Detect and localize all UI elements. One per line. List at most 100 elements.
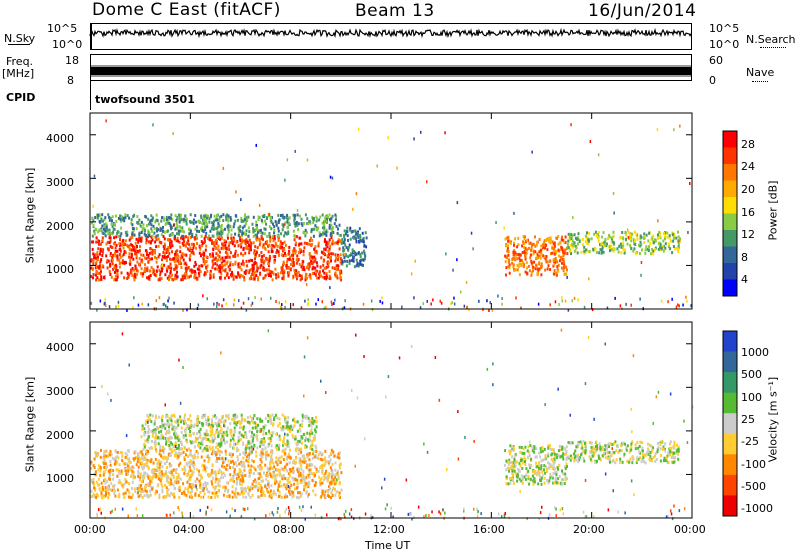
power-cell [163, 247, 166, 251]
power-cell [625, 237, 627, 241]
power-noise-cell [396, 166, 398, 170]
power-noise-cell [126, 309, 128, 312]
power-cell [660, 246, 663, 250]
velocity-cell [157, 483, 160, 487]
power-cell [151, 238, 154, 242]
power-noise-cell [678, 239, 681, 243]
velocity-cell [191, 462, 194, 466]
power-cell [196, 236, 198, 240]
velocity-cell [232, 476, 235, 479]
power-cell [244, 242, 247, 245]
power-cell [221, 262, 224, 266]
power-noise-cell [573, 296, 576, 300]
power-noise-cell [472, 247, 474, 251]
power-cell [324, 238, 326, 242]
velocity-cell [157, 474, 160, 478]
power-cell [263, 227, 266, 231]
power-noise-cell [561, 296, 563, 300]
power-cell [336, 231, 339, 235]
power-cell [569, 238, 572, 241]
velocity-cell [248, 474, 251, 478]
power-cell [161, 216, 163, 220]
power-cell [170, 266, 173, 270]
power-cell [90, 221, 93, 225]
power-cell [555, 251, 557, 255]
power-cell [583, 251, 586, 255]
velocity-cell [311, 439, 314, 443]
velocity-cell [207, 453, 210, 457]
power-cell [292, 253, 295, 257]
velocity-cell [107, 496, 110, 500]
velocity-cell [140, 461, 143, 465]
velocity-cell [260, 460, 263, 464]
velocity-cell [289, 448, 291, 452]
velocity-cell [217, 420, 220, 424]
power-cell [329, 232, 332, 236]
power-cell [115, 278, 118, 282]
velocity-cell [263, 436, 266, 440]
power-cell [212, 275, 215, 279]
power-cell [529, 253, 532, 257]
velocity-cell [338, 456, 341, 460]
power-cell [169, 243, 171, 247]
velocity-cell [240, 426, 243, 430]
velocity-cell [169, 452, 172, 456]
velocity-cell [269, 491, 272, 495]
power-cell [199, 227, 202, 231]
velocity-cell [257, 482, 260, 486]
power-cell [343, 235, 346, 239]
power-cell [598, 251, 601, 255]
power-cell [295, 222, 298, 225]
power-noise-cell [689, 182, 691, 185]
power-cell [268, 234, 271, 238]
velocity-cell [309, 472, 312, 475]
power-cell [268, 268, 270, 272]
power-cell [355, 231, 358, 235]
power-cell [157, 222, 160, 226]
velocity-cell [199, 486, 202, 489]
power-cell [283, 261, 285, 265]
power-cell [557, 235, 560, 238]
power-cell [104, 234, 107, 238]
power-cell [530, 249, 533, 252]
power-cell [328, 274, 331, 278]
power-cell [538, 238, 541, 241]
power-cell [212, 222, 215, 226]
power-noise-cell [468, 308, 470, 312]
power-cell [243, 278, 246, 282]
power-cell [94, 266, 97, 270]
power-cell [117, 216, 120, 220]
power-noise-cell [233, 298, 236, 302]
velocity-cell [147, 466, 150, 470]
power-cell [216, 231, 219, 234]
power-cell [110, 222, 113, 226]
power-cell [186, 267, 189, 271]
velocity-cell [265, 432, 268, 435]
power-cell [168, 221, 171, 225]
power-cell [535, 243, 538, 247]
power-cell [284, 254, 287, 257]
velocity-cell [159, 474, 162, 478]
velocity-cell [128, 482, 131, 485]
power-cell [129, 260, 132, 264]
power-cell [595, 251, 598, 254]
velocity-cell [337, 477, 340, 481]
power-cell [255, 274, 258, 277]
power-cell [262, 261, 265, 265]
velocity-cell [262, 490, 265, 494]
power-cell [250, 277, 253, 281]
velocity-cell [331, 463, 334, 466]
velocity-cell [125, 469, 128, 473]
power-cell [118, 252, 121, 256]
velocity-cell [273, 465, 276, 469]
power-cell [326, 254, 329, 258]
velocity-cell [178, 443, 180, 447]
velocity-cell [312, 472, 314, 476]
power-cell [204, 228, 207, 231]
power-cell [363, 244, 366, 248]
velocity-cell [177, 473, 180, 477]
power-noise-cell [284, 300, 287, 304]
velocity-cell [318, 475, 321, 479]
power-cell [349, 226, 352, 230]
power-cell [242, 253, 245, 257]
